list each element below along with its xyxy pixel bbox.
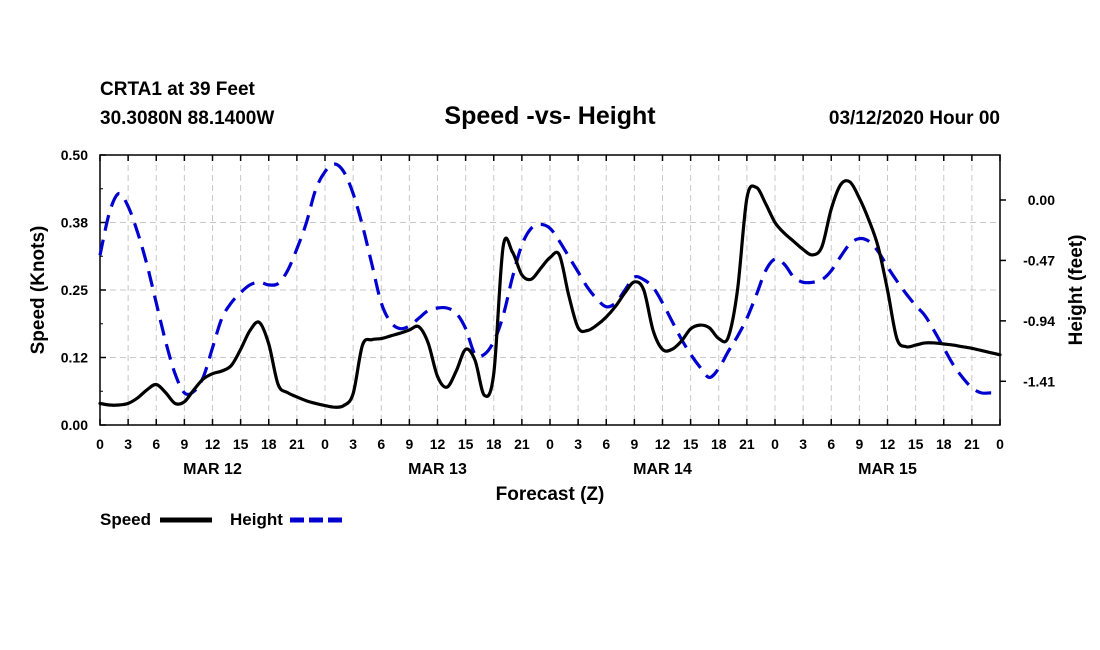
y2-tick-label: -1.41 [1023,373,1055,389]
x-tick-label: 3 [124,436,132,452]
x-tick-label: 21 [739,436,755,452]
x-tick-label: 0 [996,436,1004,452]
x-tick-label: 9 [180,436,188,452]
series-line-height [98,162,1000,397]
x-tick-label: 12 [430,436,446,452]
y2-tick-label: 0.00 [1028,192,1055,208]
chart-title: Speed -vs- Height [444,102,656,130]
x-tick-label: 6 [827,436,835,452]
x-tick-label: 0 [321,436,329,452]
x-tick-label: 15 [233,436,249,452]
x-date-label: MAR 14 [633,461,692,478]
x-tick-label: 18 [936,436,952,452]
x-axis-title: Forecast (Z) [496,484,605,505]
y-axis-title: Speed (Knots) [28,226,49,355]
x-tick-label: 15 [683,436,699,452]
coords-label: 30.3080N 88.1400W [100,108,274,129]
x-date-label: MAR 15 [858,461,917,478]
x-tick-label: 9 [405,436,413,452]
x-tick-label: 15 [908,436,924,452]
x-tick-label: 3 [574,436,582,452]
x-date-label: MAR 12 [183,461,242,478]
y2-axis-title: Height (feet) [1066,235,1087,346]
legend-label-height: Height [230,510,283,529]
y-tick-label: 0.25 [61,282,88,298]
x-tick-label: 18 [486,436,502,452]
x-tick-label: 21 [514,436,530,452]
x-tick-label: 18 [261,436,277,452]
x-tick-label: 9 [630,436,638,452]
x-tick-label: 21 [289,436,305,452]
x-tick-label: 3 [799,436,807,452]
x-tick-label: 18 [711,436,727,452]
x-tick-label: 12 [655,436,671,452]
axes: 0 3 6 9 12 15 18 21 0 3 6 9 12 15 18 21 0 3 6 9 12 15 18 21 0 3 6 9… [61,147,1055,478]
grid [100,155,1000,425]
x-tick-label: 15 [458,436,474,452]
x-tick-label: 0 [546,436,554,452]
series-layer [98,162,1002,409]
x-tick-label: 6 [377,436,385,452]
x-tick-label: 6 [602,436,610,452]
y2-tick-label: -0.94 [1023,313,1055,329]
x-tick-label: 12 [205,436,221,452]
station-label: CRTA1 at 39 Feet [100,79,256,100]
x-tick-label: 0 [96,436,104,452]
series-line-speed [98,179,1002,409]
x-tick-label: 12 [880,436,896,452]
y-tick-label: 0.38 [61,215,88,231]
x-tick-label: 21 [964,436,980,452]
legend: Speed Height [100,510,342,529]
y-tick-label: 0.50 [61,147,88,163]
x-tick-label: 9 [855,436,863,452]
y-tick-label: 0.00 [61,417,88,433]
run-time-label: 03/12/2020 Hour 00 [829,108,1000,129]
y2-tick-label: -0.47 [1023,252,1055,268]
x-tick-label: 3 [349,436,357,452]
x-tick-label: 0 [771,436,779,452]
x-date-label: MAR 13 [408,461,467,478]
legend-label-speed: Speed [100,510,151,529]
y-tick-label: 0.12 [61,350,88,366]
x-tick-label: 6 [152,436,160,452]
